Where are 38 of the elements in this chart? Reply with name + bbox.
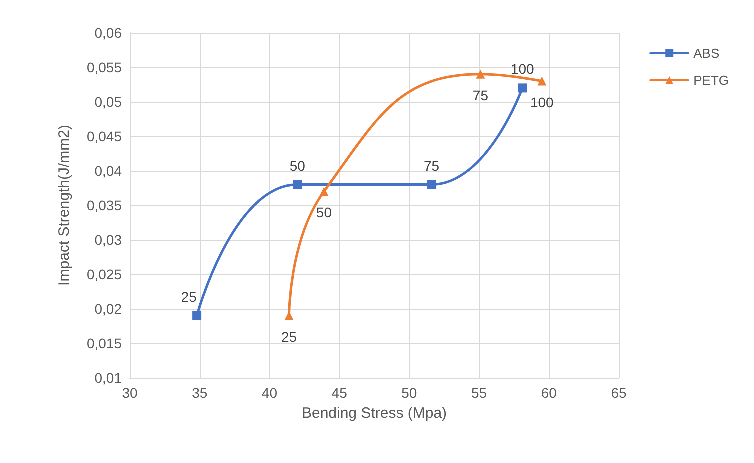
y-tick-label: 0,03 [94, 232, 122, 248]
y-tick-label: 0,05 [94, 94, 122, 110]
y-tick-label: 0,01 [94, 370, 122, 386]
point [192, 311, 202, 320]
x-tick-label: 45 [332, 385, 348, 401]
point [476, 70, 486, 79]
y-tick-label: 0,035 [86, 198, 122, 214]
y-axis-title: Impact Strength(J/mm2) [56, 125, 73, 286]
annotation: 50 [290, 158, 306, 174]
x-tick-label: 30 [122, 385, 138, 401]
x-tick-label: 40 [262, 385, 278, 401]
x-tick-label: 60 [541, 385, 558, 401]
x-tick-label: 50 [402, 385, 418, 401]
annotation: 25 [281, 328, 298, 345]
annotation: 100 [510, 61, 534, 78]
annotation: 25 [181, 288, 198, 305]
y-tick-label: 0,02 [94, 301, 122, 317]
point [538, 76, 547, 86]
legend-label: ABS [694, 46, 720, 61]
y-tick-label: 0,055 [86, 60, 122, 76]
x-axis-title: Bending Stress (Mpa) [302, 405, 448, 422]
y-tick-label: 0,04 [94, 163, 122, 179]
annotation: 100 [530, 94, 554, 110]
annotation: 75 [424, 158, 440, 174]
y-tick-label: 0,025 [86, 266, 122, 282]
point [293, 180, 302, 190]
y-tick-label: 0,045 [86, 128, 122, 144]
point [427, 180, 436, 190]
point [320, 187, 329, 196]
x-tick-label: 65 [611, 385, 627, 401]
point [518, 84, 528, 93]
y-tick-label: 0,06 [94, 25, 122, 41]
y-tick-label: 0,015 [86, 336, 122, 352]
legend-label: PETG [694, 73, 730, 88]
x-tick-label: 55 [471, 385, 488, 401]
annotation: 75 [472, 87, 489, 104]
annotation: 50 [316, 204, 332, 221]
x-tick-label: 35 [192, 385, 208, 401]
